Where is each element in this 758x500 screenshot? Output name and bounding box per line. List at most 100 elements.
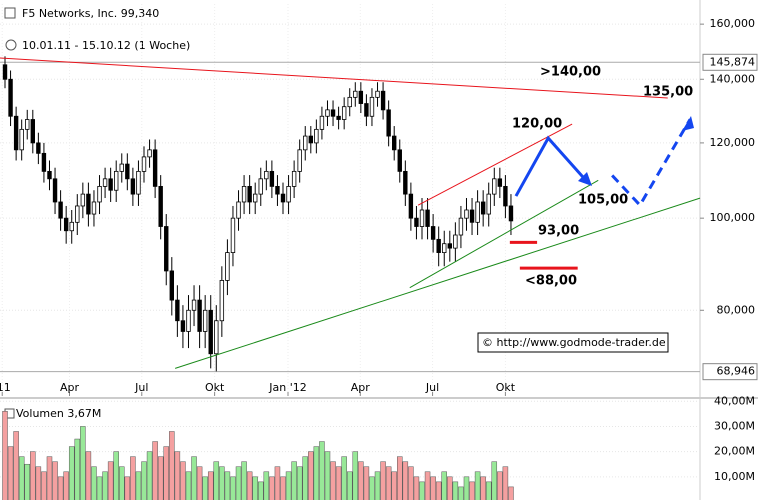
- volume-bar: [485, 481, 492, 500]
- volume-bar: [85, 451, 92, 500]
- candle-body: [75, 205, 80, 223]
- volume-bar: [2, 411, 8, 500]
- volume-bar: [207, 471, 214, 500]
- candle-body: [436, 238, 441, 253]
- volume-bar: [346, 471, 353, 500]
- volume-bar: [119, 466, 125, 500]
- volume-bar: [497, 471, 503, 500]
- volume-bar: [369, 476, 375, 500]
- volume-bar: [68, 446, 75, 500]
- volume-bar: [474, 471, 481, 500]
- candle-body: [319, 115, 325, 130]
- candle-body: [69, 221, 74, 232]
- volume-bar: [185, 471, 192, 500]
- candle-body: [380, 90, 386, 111]
- candle-body: [2, 64, 8, 80]
- volume-bar: [430, 476, 436, 500]
- volume-bar: [130, 456, 136, 500]
- volume-bar: [24, 463, 30, 500]
- volume-bar: [91, 466, 97, 500]
- candle-body: [152, 149, 158, 187]
- candle-body: [303, 135, 308, 151]
- volume-bar: [146, 451, 153, 500]
- volume-bar: [308, 451, 314, 500]
- candle-body: [453, 234, 458, 249]
- candle-body: [13, 115, 19, 151]
- candle-body: [130, 178, 136, 195]
- trend-line: [0, 57, 668, 99]
- candle-body: [469, 209, 475, 223]
- candle-body: [364, 103, 369, 117]
- candle-body: [430, 226, 436, 240]
- candle-body: [97, 185, 102, 203]
- candle-body: [497, 178, 503, 187]
- volume-bar: [246, 471, 253, 500]
- candle-body: [186, 309, 191, 332]
- candle-body: [247, 185, 252, 203]
- volume-bar: [458, 486, 464, 500]
- candle-body: [269, 170, 275, 187]
- volume-bar: [46, 456, 53, 500]
- candle-body: [458, 217, 464, 236]
- volume-bar: [274, 466, 281, 500]
- trend-line: [409, 179, 599, 289]
- candle-body: [397, 149, 402, 172]
- price-marker-label: 68,946: [717, 365, 756, 378]
- annotation: 105,00: [578, 193, 628, 208]
- volume-bar: [447, 476, 453, 500]
- candle-body: [36, 142, 41, 154]
- volume-bar: [80, 426, 86, 500]
- volume-bar: [380, 461, 386, 500]
- annotation: 120,00: [512, 117, 562, 132]
- volume-bar: [330, 461, 336, 500]
- candle-body: [314, 128, 319, 144]
- x-tick-label: Apr: [60, 381, 80, 394]
- candle-body: [208, 309, 213, 355]
- candle-body: [19, 128, 24, 151]
- trend-line: [174, 197, 701, 369]
- volume-bar: [435, 481, 442, 500]
- volume-bar: [7, 446, 14, 500]
- y-tick-label: 120,000: [710, 136, 756, 149]
- candle-body: [492, 178, 497, 195]
- candle-body: [475, 201, 480, 223]
- candle-body: [358, 90, 364, 104]
- volume-bar: [241, 461, 247, 500]
- candle-body: [136, 170, 141, 195]
- candle-body: [275, 185, 280, 195]
- volume-bar: [224, 471, 231, 500]
- volume-bar: [57, 476, 64, 500]
- volume-bar: [441, 471, 447, 500]
- candle-body: [253, 193, 258, 203]
- candle-body: [425, 209, 430, 227]
- candle-body: [330, 109, 336, 117]
- candle-body: [47, 170, 52, 180]
- watermark-box: [477, 332, 669, 353]
- candle-body: [30, 119, 36, 144]
- candle-body: [325, 109, 330, 117]
- volume-bar: [35, 466, 42, 500]
- candle-body: [392, 135, 397, 151]
- volume-bar: [269, 476, 275, 500]
- candle-body: [25, 119, 30, 130]
- candle-body: [197, 299, 202, 332]
- watermark: © http://www.godmode-trader.de: [482, 336, 666, 349]
- volume-bar: [296, 466, 303, 500]
- volume-bar: [235, 466, 242, 500]
- volume-bar: [319, 441, 325, 500]
- volume-bar: [141, 461, 147, 500]
- candle-body: [341, 106, 347, 120]
- volume-tick-label: 40,00M: [714, 394, 755, 407]
- candle-body: [375, 90, 380, 98]
- volume-bar: [52, 461, 58, 500]
- candle-body: [508, 205, 514, 222]
- volume-bar: [402, 461, 409, 500]
- price-marker-label: 145,874: [710, 55, 756, 68]
- candle-body: [219, 280, 225, 322]
- trend-line: [611, 118, 692, 208]
- x-tick-label: Jan '12: [268, 381, 306, 394]
- volume-tick-label: 30,00M: [714, 419, 755, 432]
- candle-body: [169, 270, 175, 301]
- x-tick-label: Jul: [134, 381, 148, 394]
- volume-bar: [408, 466, 414, 500]
